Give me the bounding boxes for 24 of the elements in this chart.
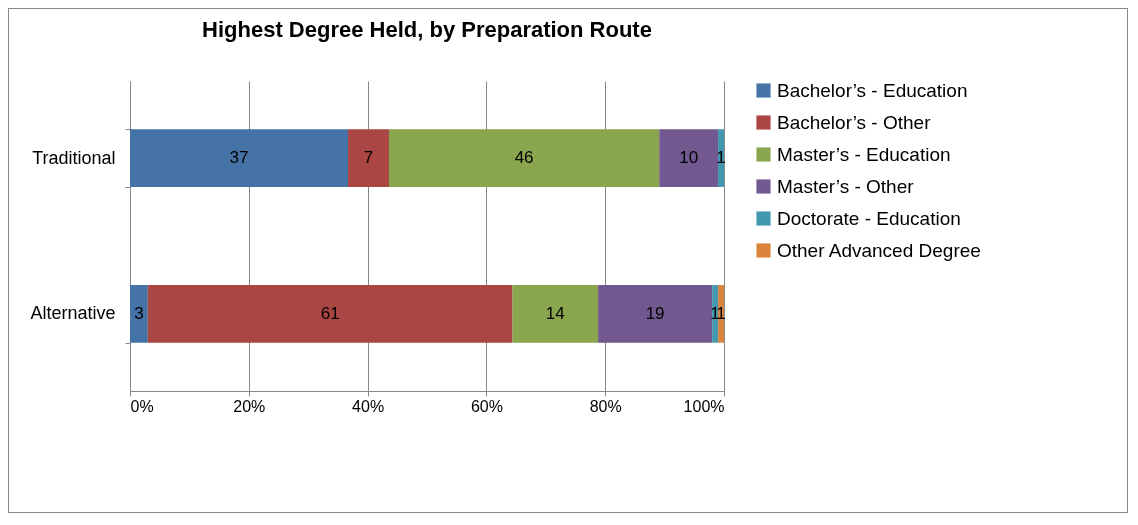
x-tick-label: 60% <box>470 397 503 415</box>
x-tick-label: 0% <box>130 397 154 415</box>
chart-title: Highest Degree Held, by Preparation Route <box>202 17 652 42</box>
data-label: 61 <box>320 303 340 323</box>
data-label: 37 <box>229 148 249 168</box>
data-label: 46 <box>514 148 534 168</box>
x-tick-label: 20% <box>233 397 266 415</box>
legend-label: Master’s - Education <box>777 143 951 165</box>
x-tick-label: 100% <box>683 397 725 415</box>
data-label: 3 <box>134 303 144 323</box>
x-tick-label: 40% <box>352 397 385 415</box>
legend-label: Bachelor’s - Education <box>777 79 968 101</box>
data-label: 19 <box>645 303 665 323</box>
data-label: 14 <box>545 303 565 323</box>
legend-label: Other Advanced Degree <box>777 239 981 261</box>
y-tick-label: Traditional <box>32 147 116 168</box>
legend-label: Master’s - Other <box>777 175 915 197</box>
x-tick-label: 80% <box>589 397 622 415</box>
legend-label: Doctorate - Education <box>777 207 961 229</box>
data-label: 10 <box>679 148 699 168</box>
y-tick-label: Alternative <box>30 303 116 324</box>
legend-label: Bachelor’s - Other <box>777 111 932 133</box>
data-label: 1 <box>716 148 726 168</box>
data-label: 7 <box>363 148 374 168</box>
